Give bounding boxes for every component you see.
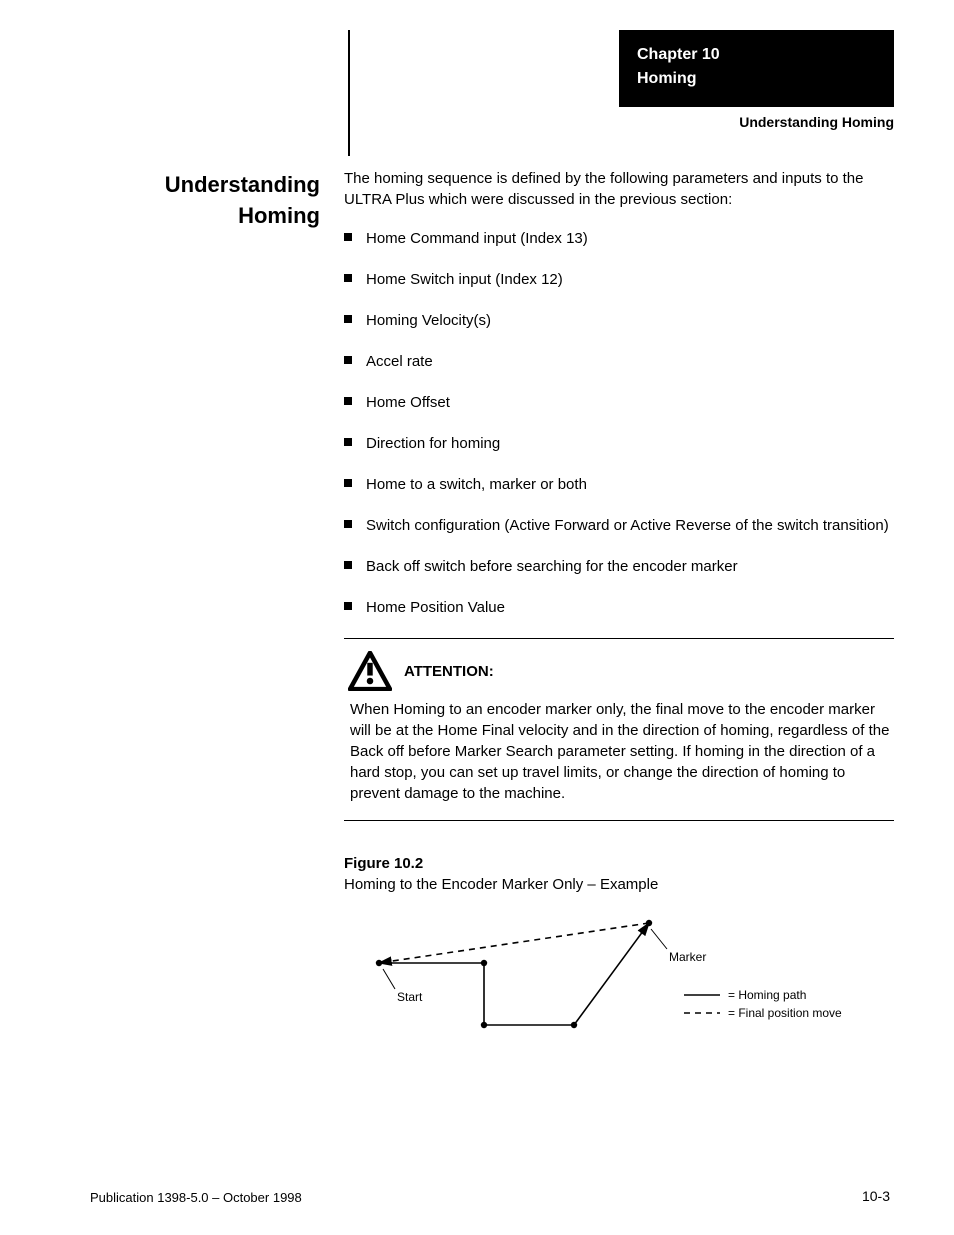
bullet-icon (344, 356, 352, 364)
bullet-icon (344, 520, 352, 528)
chapter-block: Chapter 10 Homing (619, 30, 894, 107)
list-item: Homing Velocity(s) (344, 310, 894, 331)
list-item-text: Switch configuration (Active Forward or … (366, 515, 894, 536)
list-item: Home Switch input (Index 12) (344, 269, 894, 290)
warning-triangle-icon (348, 651, 392, 691)
list-item-text: Homing Velocity(s) (366, 310, 894, 331)
attention-header: ATTENTION: (348, 651, 890, 691)
bullet-icon (344, 479, 352, 487)
attention-box: ATTENTION: When Homing to an encoder mar… (344, 638, 894, 821)
bullet-icon (344, 561, 352, 569)
list-item: Back off switch before searching for the… (344, 556, 894, 577)
list-item-text: Home Position Value (366, 597, 894, 618)
list-item: Switch configuration (Active Forward or … (344, 515, 894, 536)
bullet-icon (344, 233, 352, 241)
bullet-icon (344, 602, 352, 610)
figure-block: Figure 10.2 Homing to the Encoder Marker… (344, 853, 894, 1079)
svg-text:Start: Start (397, 990, 423, 1004)
chapter-label: Chapter (637, 46, 697, 63)
chapter-number: 10 (702, 46, 720, 63)
list-item-text: Back off switch before searching for the… (366, 556, 894, 577)
list-item: Home Position Value (344, 597, 894, 618)
list-item-text: Home Command input (Index 13) (366, 228, 894, 249)
svg-text:= Final position move: = Final position move (728, 1006, 842, 1020)
chapter-label-line: Chapter 10 (637, 44, 876, 66)
attention-label: ATTENTION: (404, 663, 494, 680)
svg-text:= Homing path: = Homing path (728, 988, 806, 1002)
attention-text: When Homing to an encoder marker only, t… (350, 699, 890, 804)
content-two-column: Understanding Homing The homing sequence… (90, 168, 894, 831)
figure-title: Homing to the Encoder Marker Only – Exam… (344, 876, 658, 893)
list-item: Accel rate (344, 351, 894, 372)
list-item-text: Accel rate (366, 351, 894, 372)
bullet-icon (344, 438, 352, 446)
list-item-text: Direction for homing (366, 433, 894, 454)
list-item: Direction for homing (344, 433, 894, 454)
attention-first-line: ATTENTION: (404, 661, 494, 682)
list-item: Home to a switch, marker or both (344, 474, 894, 495)
list-item-text: Home to a switch, marker or both (366, 474, 894, 495)
list-item-text: Home Offset (366, 392, 894, 413)
header-subtitle: Understanding Homing (739, 113, 894, 133)
bullet-icon (344, 274, 352, 282)
header-right: Chapter 10 Homing Understanding Homing (344, 30, 894, 132)
bullet-icon (344, 315, 352, 323)
svg-text:Marker: Marker (669, 950, 706, 964)
figure-caption-line: Figure 10.2 Homing to the Encoder Marker… (344, 853, 894, 895)
header-rule-vertical (348, 30, 350, 156)
homing-diagram: Start Marker = Homing path = Final position… (344, 903, 904, 1073)
figure-caption: Figure 10.2 (344, 855, 423, 872)
section-body: The homing sequence is defined by the fo… (344, 168, 894, 831)
bullet-icon (344, 397, 352, 405)
page-root: Chapter 10 Homing Understanding Homing U… (0, 0, 954, 1235)
page-number: 10-3 (862, 1187, 890, 1207)
list-item-text: Home Switch input (Index 12) (366, 269, 894, 290)
section-intro: The homing sequence is defined by the fo… (344, 168, 894, 210)
list-item: Home Command input (Index 13) (344, 228, 894, 249)
section-title: Understanding Homing (90, 168, 320, 232)
publication-number: Publication 1398-5.0 – October 1998 (90, 1189, 302, 1207)
figure-svg-wrap: Start Marker = Homing path = Final position… (344, 903, 894, 1079)
chapter-title: Homing (637, 68, 876, 90)
parameter-list: Home Command input (Index 13) Home Switc… (344, 228, 894, 618)
list-item: Home Offset (344, 392, 894, 413)
page-header: Chapter 10 Homing Understanding Homing (90, 30, 894, 132)
